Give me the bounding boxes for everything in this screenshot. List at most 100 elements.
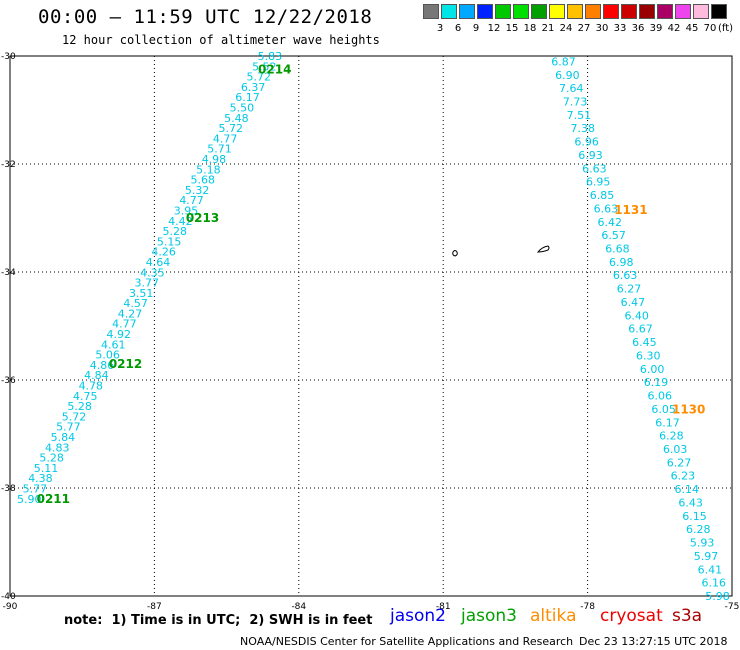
wave-height-label: 6.63	[582, 162, 607, 175]
color-scale-label: 3	[436, 23, 444, 34]
footer-timestamp: Dec 23 13:27:15 UTC 2018	[579, 635, 728, 648]
wave-height-label: 6.14	[675, 483, 700, 496]
wave-height-label: 6.30	[636, 349, 661, 362]
map-subtitle: 12 hour collection of altimeter wave hei…	[62, 33, 380, 47]
satellite-legend-item: altika	[530, 606, 577, 626]
wave-height-label: 5.15	[157, 235, 182, 248]
color-swatch	[567, 4, 583, 19]
wave-height-label: 4.26	[151, 246, 176, 259]
wave-height-label: 6.87	[551, 55, 576, 68]
wave-height-label: 5.72	[218, 122, 243, 135]
color-scale-label: 12	[487, 23, 501, 34]
wave-height-label: 7.73	[563, 95, 588, 108]
color-scale-label: 45	[685, 23, 699, 34]
color-swatch	[477, 4, 493, 19]
color-scale-label: 33	[613, 23, 627, 34]
wave-height-label: 5.84	[51, 431, 76, 444]
color-scale-label: 24	[559, 23, 573, 34]
color-scale-label: 39	[649, 23, 663, 34]
lon-tick-label: -87	[147, 602, 162, 612]
wave-height-label: 4.61	[101, 338, 126, 351]
wave-height-label: 6.96	[574, 136, 599, 149]
wave-height-label: 4.64	[146, 256, 171, 269]
wave-height-label: 6.90	[555, 69, 580, 82]
lat-tick-label: -40	[1, 592, 16, 602]
wave-height-label: 7.64	[559, 82, 584, 95]
satellite-legend-item: s3a	[672, 606, 703, 626]
wave-height-label: 4.57	[123, 297, 148, 310]
wave-height-label: 5.11	[34, 462, 59, 475]
color-swatch	[603, 4, 619, 19]
wave-height-label: 6.98	[609, 256, 634, 269]
color-scale-label: 21	[541, 23, 555, 34]
wave-height-label: 3.51	[129, 287, 154, 300]
lat-tick-label: -38	[1, 484, 16, 494]
wave-height-label: 5.90	[17, 493, 42, 506]
wave-height-label: 6.85	[590, 189, 615, 202]
wave-height-label: 4.77	[112, 318, 137, 331]
wave-height-label: 5.77	[23, 483, 48, 496]
footer-credit: NOAA/NESDIS Center for Satellite Applica…	[240, 635, 574, 648]
lat-tick-label: -30	[1, 52, 16, 62]
lat-tick-label: -36	[1, 376, 16, 386]
color-swatch	[441, 4, 457, 19]
wave-height-label: 6.40	[624, 309, 649, 322]
wave-height-label: 6.19	[644, 376, 669, 389]
wave-height-label: 6.67	[628, 323, 653, 336]
wave-height-label: 4.77	[213, 132, 238, 145]
wave-height-label: 4.77	[179, 194, 204, 207]
wave-height-label: 6.47	[621, 296, 646, 309]
wave-height-label: 5.48	[224, 112, 249, 125]
wave-height-label: 7.38	[571, 122, 596, 135]
wave-height-label: 6.42	[597, 216, 622, 229]
wave-height-label: 5.18	[196, 163, 221, 176]
wave-height-label: 7.51	[567, 109, 592, 122]
map-frame	[9, 55, 733, 597]
color-scale-label: 15	[505, 23, 519, 34]
wave-height-label: 4.35	[140, 266, 165, 279]
pass-time-label: 0211	[37, 492, 70, 506]
lat-tick-label: -32	[1, 160, 16, 170]
map-title: 00:00 – 11:59 UTC 12/22/2018	[38, 6, 373, 28]
wave-height-label: 6.45	[632, 336, 657, 349]
wave-height-label: 6.27	[667, 456, 692, 469]
color-scale-label: 70	[703, 23, 717, 34]
wave-height-label: 5.50	[230, 101, 255, 114]
wave-height-label: 6.93	[578, 149, 603, 162]
color-scale-label: 36	[631, 23, 645, 34]
lon-tick-label: -90	[3, 602, 18, 612]
wave-height-label: 6.43	[678, 496, 703, 509]
wave-height-label: 4.75	[73, 390, 98, 403]
wave-height-label: 4.78	[79, 380, 104, 393]
color-scale-unit: (ft)	[718, 23, 734, 34]
wave-height-label: 6.63	[594, 202, 619, 215]
color-swatch	[639, 4, 655, 19]
wave-height-label: 5.28	[67, 400, 92, 413]
wave-height-label: 6.28	[659, 430, 684, 443]
color-swatch	[657, 4, 673, 19]
lat-tick-label: -34	[1, 268, 16, 278]
wave-height-label: 4.42	[168, 215, 193, 228]
wave-height-label: 4.92	[107, 328, 132, 341]
pass-time-label: 0214	[258, 63, 291, 77]
wave-height-label: 6.23	[671, 470, 696, 483]
wave-height-label: 4.83	[45, 441, 70, 454]
color-swatch	[495, 4, 511, 19]
color-swatch	[459, 4, 475, 19]
wave-height-label: 3.77	[135, 277, 160, 290]
wave-height-label: 5.28	[163, 225, 188, 238]
lon-tick-label: -75	[725, 602, 740, 612]
wave-height-label: 5.28	[39, 452, 64, 465]
island-outline	[452, 250, 458, 257]
color-swatch	[693, 4, 709, 19]
wave-height-label: 4.84	[84, 369, 109, 382]
color-swatch	[585, 4, 601, 19]
wave-height-label: 5.93	[690, 537, 715, 550]
color-scale-label: 30	[595, 23, 609, 34]
wave-height-label: 6.27	[617, 283, 642, 296]
satellite-legend-item: cryosat	[600, 606, 663, 626]
wave-height-label: 4.98	[202, 153, 227, 166]
wave-height-label: 6.37	[241, 81, 266, 94]
wave-height-label: 6.28	[686, 523, 711, 536]
